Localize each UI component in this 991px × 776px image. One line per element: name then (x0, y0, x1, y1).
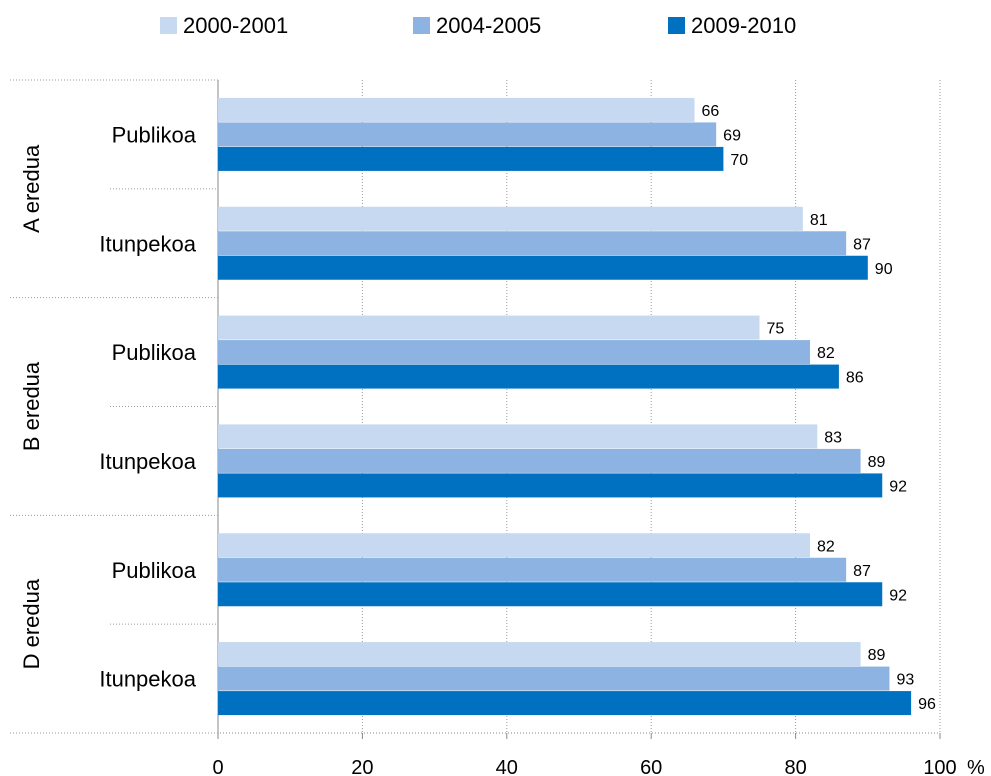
x-unit-label: % (967, 757, 985, 776)
bar-2-1-1 (218, 666, 890, 691)
legend-label-1: 2004-2005 (436, 13, 541, 38)
data-label-2-1-2: 96 (918, 696, 936, 713)
tick-label-x-2: 40 (496, 757, 518, 776)
legend-label-2: 2009-2010 (691, 13, 796, 38)
bar-0-1-0 (218, 206, 803, 231)
axes: 0 20 40 60 80 100% (10, 79, 985, 776)
data-label-0-1-0: 81 (810, 212, 828, 229)
legend: 2000-2001 2004-2005 2009-2010 (160, 13, 796, 38)
data-label-0-0-1: 69 (723, 127, 741, 144)
bar-1-1-2 (218, 473, 883, 498)
bar-2-0-1 (218, 557, 847, 582)
category-label-2-1: Itunpekoa (99, 667, 196, 692)
bar-1-1-1 (218, 448, 861, 473)
category-label-0-1: Itunpekoa (99, 231, 196, 256)
category-label-2-0: Publikoa (112, 558, 197, 583)
tick-label-x-5: 100 (923, 757, 956, 776)
bar-1-0-2 (218, 364, 839, 389)
data-label-1-0-1: 82 (817, 345, 835, 362)
data-label-2-1-1: 93 (896, 672, 914, 689)
tick-label-x-0: 0 (212, 757, 223, 776)
bar-1-0-1 (218, 340, 811, 365)
data-label-2-0-2: 92 (889, 587, 907, 604)
data-label-1-1-2: 92 (889, 478, 907, 495)
bar-0-1-1 (218, 231, 847, 256)
bar-0-1-2 (218, 255, 868, 280)
group-label-2: D eredua (19, 578, 44, 669)
data-label-2-0-0: 82 (817, 538, 835, 555)
group-label-1: B eredua (19, 361, 44, 451)
group-label-0: A eredua (19, 144, 44, 233)
bar-1-0-0 (218, 315, 760, 340)
data-label-2-1-0: 89 (868, 647, 886, 664)
data-label-0-1-1: 87 (853, 236, 871, 253)
bar-0-0-2 (218, 146, 724, 171)
grid (361, 80, 941, 733)
bar-2-1-2 (218, 691, 912, 716)
data-label-1-0-0: 75 (767, 321, 785, 338)
data-label-1-1-0: 83 (824, 429, 842, 446)
bar-2-1-0 (218, 642, 861, 667)
bar-2-0-0 (218, 533, 811, 558)
bar-0-0-1 (218, 122, 717, 147)
data-label-0-0-0: 66 (702, 103, 720, 120)
tick-label-x-3: 60 (640, 757, 662, 776)
category-label-1-0: Publikoa (112, 340, 197, 365)
legend-swatch-2 (668, 17, 685, 34)
bar-0-0-0 (218, 97, 695, 122)
tick-label-x-4: 80 (784, 757, 806, 776)
tick-label-x-1: 20 (351, 757, 373, 776)
legend-swatch-0 (160, 17, 177, 34)
bar-1-1-0 (218, 424, 818, 449)
data-label-2-0-1: 87 (853, 563, 871, 580)
legend-label-0: 2000-2001 (183, 13, 288, 38)
data-label-0-0-2: 70 (730, 152, 748, 169)
bars (218, 97, 912, 716)
bar-2-0-2 (218, 582, 883, 607)
legend-swatch-1 (413, 17, 430, 34)
data-label-1-1-1: 89 (868, 454, 886, 471)
data-label-0-1-2: 90 (875, 261, 893, 278)
data-label-1-0-2: 86 (846, 370, 864, 387)
category-label-0-0: Publikoa (112, 122, 197, 147)
category-label-1-1: Itunpekoa (99, 449, 196, 474)
